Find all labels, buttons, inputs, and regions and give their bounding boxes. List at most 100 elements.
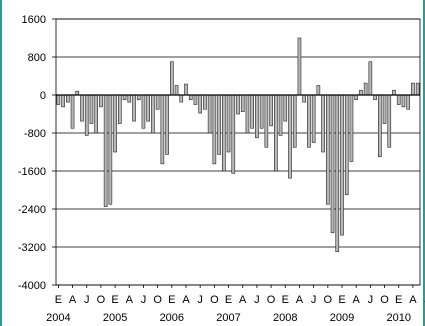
x-tick-label-5: A xyxy=(126,294,134,306)
bar-20 xyxy=(151,94,155,134)
x-tick-label-4: E xyxy=(111,294,118,306)
x-tick-label-0: E xyxy=(55,294,62,306)
bar-76 xyxy=(415,82,420,96)
bar-35 xyxy=(222,94,226,172)
bar-13 xyxy=(118,94,122,124)
bar-22 xyxy=(160,94,165,165)
bar-69 xyxy=(382,94,387,124)
bar-64 xyxy=(359,89,363,96)
bar-42 xyxy=(255,94,259,139)
bar-3 xyxy=(70,94,75,129)
bar-26 xyxy=(179,94,184,103)
y-tick-label-4: -1600 xyxy=(18,166,46,178)
year-labels: 2004 2005 2006 2007 2008 2009 2010 xyxy=(46,312,411,324)
bar-43 xyxy=(259,94,264,129)
x-tick-label-7: O xyxy=(153,294,162,306)
y-tick-label-7: -4000 xyxy=(18,280,46,292)
bar-44 xyxy=(264,94,269,148)
bar-18 xyxy=(141,94,146,129)
bar-31 xyxy=(203,94,207,110)
x-tick-label-11: O xyxy=(210,294,219,306)
bar-27 xyxy=(184,83,188,96)
bar-34 xyxy=(217,94,221,155)
bar-15 xyxy=(127,94,132,103)
bar-24 xyxy=(170,61,174,96)
x-tick-label-8: E xyxy=(168,294,175,306)
bar-series xyxy=(56,37,420,253)
y-tick-label-2: 0 xyxy=(40,90,46,102)
bar-52 xyxy=(302,94,306,103)
bar-50 xyxy=(292,94,297,148)
bar-73 xyxy=(401,94,406,108)
bar-19 xyxy=(146,94,150,122)
x-tick-label-12: E xyxy=(225,294,232,306)
bar-29 xyxy=(193,94,198,105)
x-tick-label-6: J xyxy=(141,294,147,306)
bar-55 xyxy=(316,85,321,96)
bar-16 xyxy=(132,94,136,122)
bar-74 xyxy=(406,94,410,110)
bar-28 xyxy=(188,94,193,101)
bar-59 xyxy=(335,94,340,253)
axes xyxy=(55,18,421,286)
bar-5 xyxy=(80,94,84,122)
bar-6 xyxy=(84,94,89,136)
bar-75 xyxy=(411,82,415,96)
x-tick-label-1: A xyxy=(69,294,77,306)
x-tick-label-23: O xyxy=(380,294,389,306)
x-tick-label-18: J xyxy=(311,294,317,306)
bar-57 xyxy=(326,94,330,205)
year-label-0: 2004 xyxy=(46,312,70,324)
bar-32 xyxy=(207,94,212,134)
bar-41 xyxy=(250,94,254,129)
y-tick-label-5: -2400 xyxy=(18,204,46,216)
bar-48 xyxy=(283,94,288,122)
bar-58 xyxy=(330,94,335,234)
bar-30 xyxy=(198,94,202,114)
bar-12 xyxy=(113,94,117,153)
y-tick-label-1: 800 xyxy=(28,52,46,64)
bar-51 xyxy=(297,37,302,96)
bar-2 xyxy=(66,94,70,103)
x-tick-label-3: O xyxy=(97,294,106,306)
year-label-2: 2006 xyxy=(160,312,184,324)
x-tick-label-16: E xyxy=(282,294,289,306)
x-tick-label-15: O xyxy=(267,294,276,306)
y-tick-labels: 1600 800 0 -800 -1600 -2400 -3200 -4000 xyxy=(18,14,56,292)
bar-61 xyxy=(344,94,349,196)
x-tick-label-9: A xyxy=(182,294,190,306)
x-tick-label-19: O xyxy=(324,294,333,306)
bar-9 xyxy=(99,94,103,108)
year-label-6: 2010 xyxy=(386,312,410,324)
bar-14 xyxy=(122,94,127,101)
bar-68 xyxy=(378,94,382,158)
bar-37 xyxy=(231,94,236,174)
bar-65 xyxy=(363,82,368,96)
bar-71 xyxy=(392,89,396,96)
bar-62 xyxy=(349,94,354,162)
bar-49 xyxy=(288,94,292,179)
year-label-5: 2009 xyxy=(330,312,354,324)
y-tick-label-0: 1600 xyxy=(22,14,46,26)
x-tick-label-24: E xyxy=(395,294,402,306)
bar-1 xyxy=(61,94,65,108)
bar-0 xyxy=(56,94,61,105)
bar-53 xyxy=(307,94,311,148)
x-tick-label-17: A xyxy=(296,294,304,306)
bar-56 xyxy=(321,94,325,153)
x-tick-label-10: J xyxy=(197,294,203,306)
bar-40 xyxy=(245,94,250,134)
bar-36 xyxy=(226,94,231,153)
year-label-3: 2007 xyxy=(216,312,240,324)
year-label-1: 2005 xyxy=(103,312,127,324)
x-tick-label-20: E xyxy=(338,294,345,306)
bar-63 xyxy=(354,94,358,101)
bar-25 xyxy=(174,85,179,96)
bar-10 xyxy=(103,94,108,207)
x-tick-label-2: J xyxy=(84,294,90,306)
bar-38 xyxy=(236,94,240,115)
bar-60 xyxy=(340,94,344,236)
bar-21 xyxy=(155,94,160,110)
bar-46 xyxy=(274,94,278,172)
